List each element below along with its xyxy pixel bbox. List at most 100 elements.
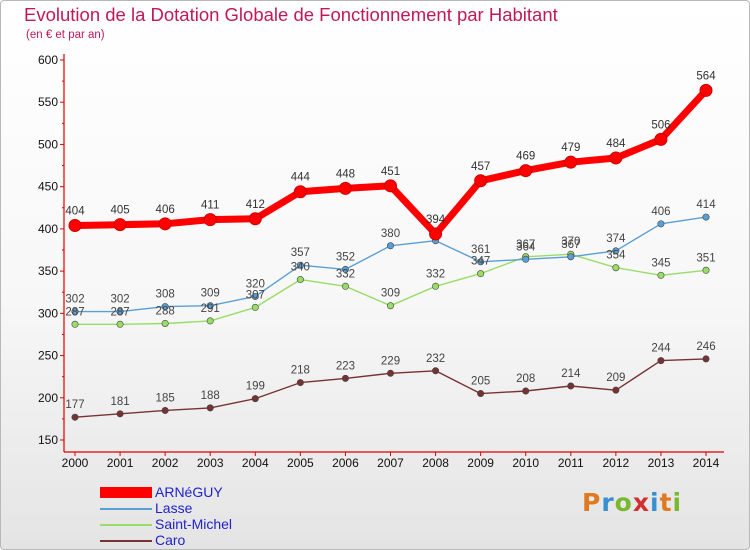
chart-title: Evolution de la Dotation Globale de Fonc… [24, 4, 558, 25]
data-point-arn-guy [429, 227, 443, 241]
y-tick-label: 350 [38, 264, 58, 278]
data-point-caro [522, 387, 530, 395]
data-label-lasse: 367 [561, 239, 580, 251]
data-point-lasse [71, 308, 79, 316]
data-label-lasse: 302 [110, 294, 129, 306]
data-label-saint-michel: 340 [291, 262, 310, 274]
data-point-arn-guy [158, 217, 172, 231]
data-point-lasse [251, 292, 259, 300]
data-label-saint-michel: 287 [65, 306, 84, 318]
data-label-caro: 246 [696, 341, 715, 353]
data-label-arn-guy: 564 [696, 70, 716, 82]
series-line-caro [74, 358, 707, 418]
data-label-caro: 185 [156, 392, 175, 404]
data-label-caro: 209 [606, 372, 625, 384]
data-label-saint-michel: 367 [516, 239, 535, 251]
data-point-arn-guy [113, 218, 127, 232]
data-label-arn-guy: 457 [471, 161, 490, 173]
data-point-caro [341, 374, 349, 382]
data-point-caro [251, 395, 259, 403]
data-point-lasse [296, 261, 304, 269]
data-label-caro: 223 [336, 360, 355, 372]
x-tick-label: 2003 [197, 456, 224, 470]
data-point-lasse [477, 258, 485, 266]
legend-label-caro: Caro [155, 532, 186, 548]
x-tick-label: 2010 [512, 456, 539, 470]
data-label-caro: 199 [246, 381, 265, 393]
data-point-arn-guy [474, 174, 488, 188]
legend-swatch-arneguy [100, 487, 152, 498]
data-point-caro [477, 390, 485, 398]
data-label-saint-michel: 345 [651, 257, 670, 269]
x-tick-label: 2009 [467, 456, 494, 470]
x-tick-label: 2012 [603, 456, 630, 470]
data-point-lasse [116, 308, 124, 316]
data-point-caro [612, 386, 620, 394]
data-label-saint-michel: 287 [110, 306, 129, 318]
data-point-lasse [341, 265, 349, 273]
data-label-saint-michel: 332 [426, 268, 445, 280]
logo-letter: i [650, 488, 660, 517]
data-point-saint-michel [251, 303, 259, 311]
logo-letter: t [659, 488, 673, 517]
y-tick-label: 400 [38, 222, 58, 236]
y-tick-label: 600 [38, 53, 58, 67]
data-label-lasse: 320 [246, 278, 265, 290]
data-label-lasse: 364 [516, 241, 536, 253]
data-label-arn-guy: 444 [291, 172, 311, 184]
data-point-saint-michel [477, 270, 485, 278]
data-point-saint-michel [116, 320, 124, 328]
series-layer [68, 83, 713, 421]
x-tick-label: 2011 [558, 456, 584, 470]
data-point-lasse [657, 220, 665, 228]
logo-letter: P [582, 488, 602, 517]
data-point-caro [386, 369, 394, 377]
y-tick-label: 250 [38, 349, 58, 363]
data-label-saint-michel: 347 [471, 256, 490, 268]
data-point-saint-michel [71, 320, 79, 328]
data-point-lasse [386, 242, 394, 250]
data-label-lasse: 380 [381, 228, 400, 240]
data-label-lasse: 374 [606, 233, 626, 245]
data-label-arn-guy: 469 [516, 151, 535, 163]
y-tick-label: 200 [38, 391, 58, 405]
data-label-saint-michel: 288 [156, 305, 175, 317]
data-point-caro [296, 379, 304, 387]
y-tick-label: 300 [38, 306, 58, 320]
legend-swatch-caro [100, 540, 152, 542]
data-label-arn-guy: 479 [561, 142, 580, 154]
legend-swatch-saint-michel [100, 524, 152, 526]
legend-label-arneguy: ARNéGUY [155, 484, 223, 500]
logo-letter: o [614, 488, 633, 517]
data-label-caro: 188 [201, 390, 220, 402]
data-point-lasse [567, 253, 575, 261]
data-point-caro [161, 406, 169, 414]
data-label-saint-michel: 351 [696, 252, 715, 264]
data-point-lasse [206, 302, 214, 310]
data-point-caro [116, 410, 124, 418]
data-label-arn-guy: 448 [336, 168, 355, 180]
data-labels-layer: 177 181 185 188 199 218 223 229 232 205 208 214 209 2… [65, 70, 716, 411]
data-point-arn-guy [699, 83, 713, 97]
data-label-caro: 177 [65, 399, 84, 411]
data-label-caro: 232 [426, 353, 445, 365]
x-tick-label: 2001 [107, 456, 134, 470]
logo-letter: r [601, 488, 615, 517]
data-label-saint-michel: 354 [606, 250, 626, 262]
data-label-saint-michel: 291 [201, 303, 220, 315]
data-point-saint-michel [612, 264, 620, 272]
x-tick-label: 2006 [332, 456, 359, 470]
data-label-lasse: 361 [471, 244, 490, 256]
data-point-arn-guy [384, 179, 397, 193]
data-point-saint-michel [206, 317, 214, 325]
data-label-lasse: 308 [156, 289, 175, 301]
y-tick-label: 550 [38, 95, 58, 109]
data-point-saint-michel [296, 276, 304, 284]
data-label-arn-guy: 484 [606, 138, 626, 150]
data-point-caro [432, 367, 440, 375]
chart-axes: 150 200 250 300 350 400 450 500 550 600 2000 2001 20… [38, 53, 724, 470]
data-label-lasse: 302 [65, 294, 84, 306]
data-label-arn-guy: 406 [156, 204, 175, 216]
x-tick-label: 2004 [242, 456, 269, 470]
